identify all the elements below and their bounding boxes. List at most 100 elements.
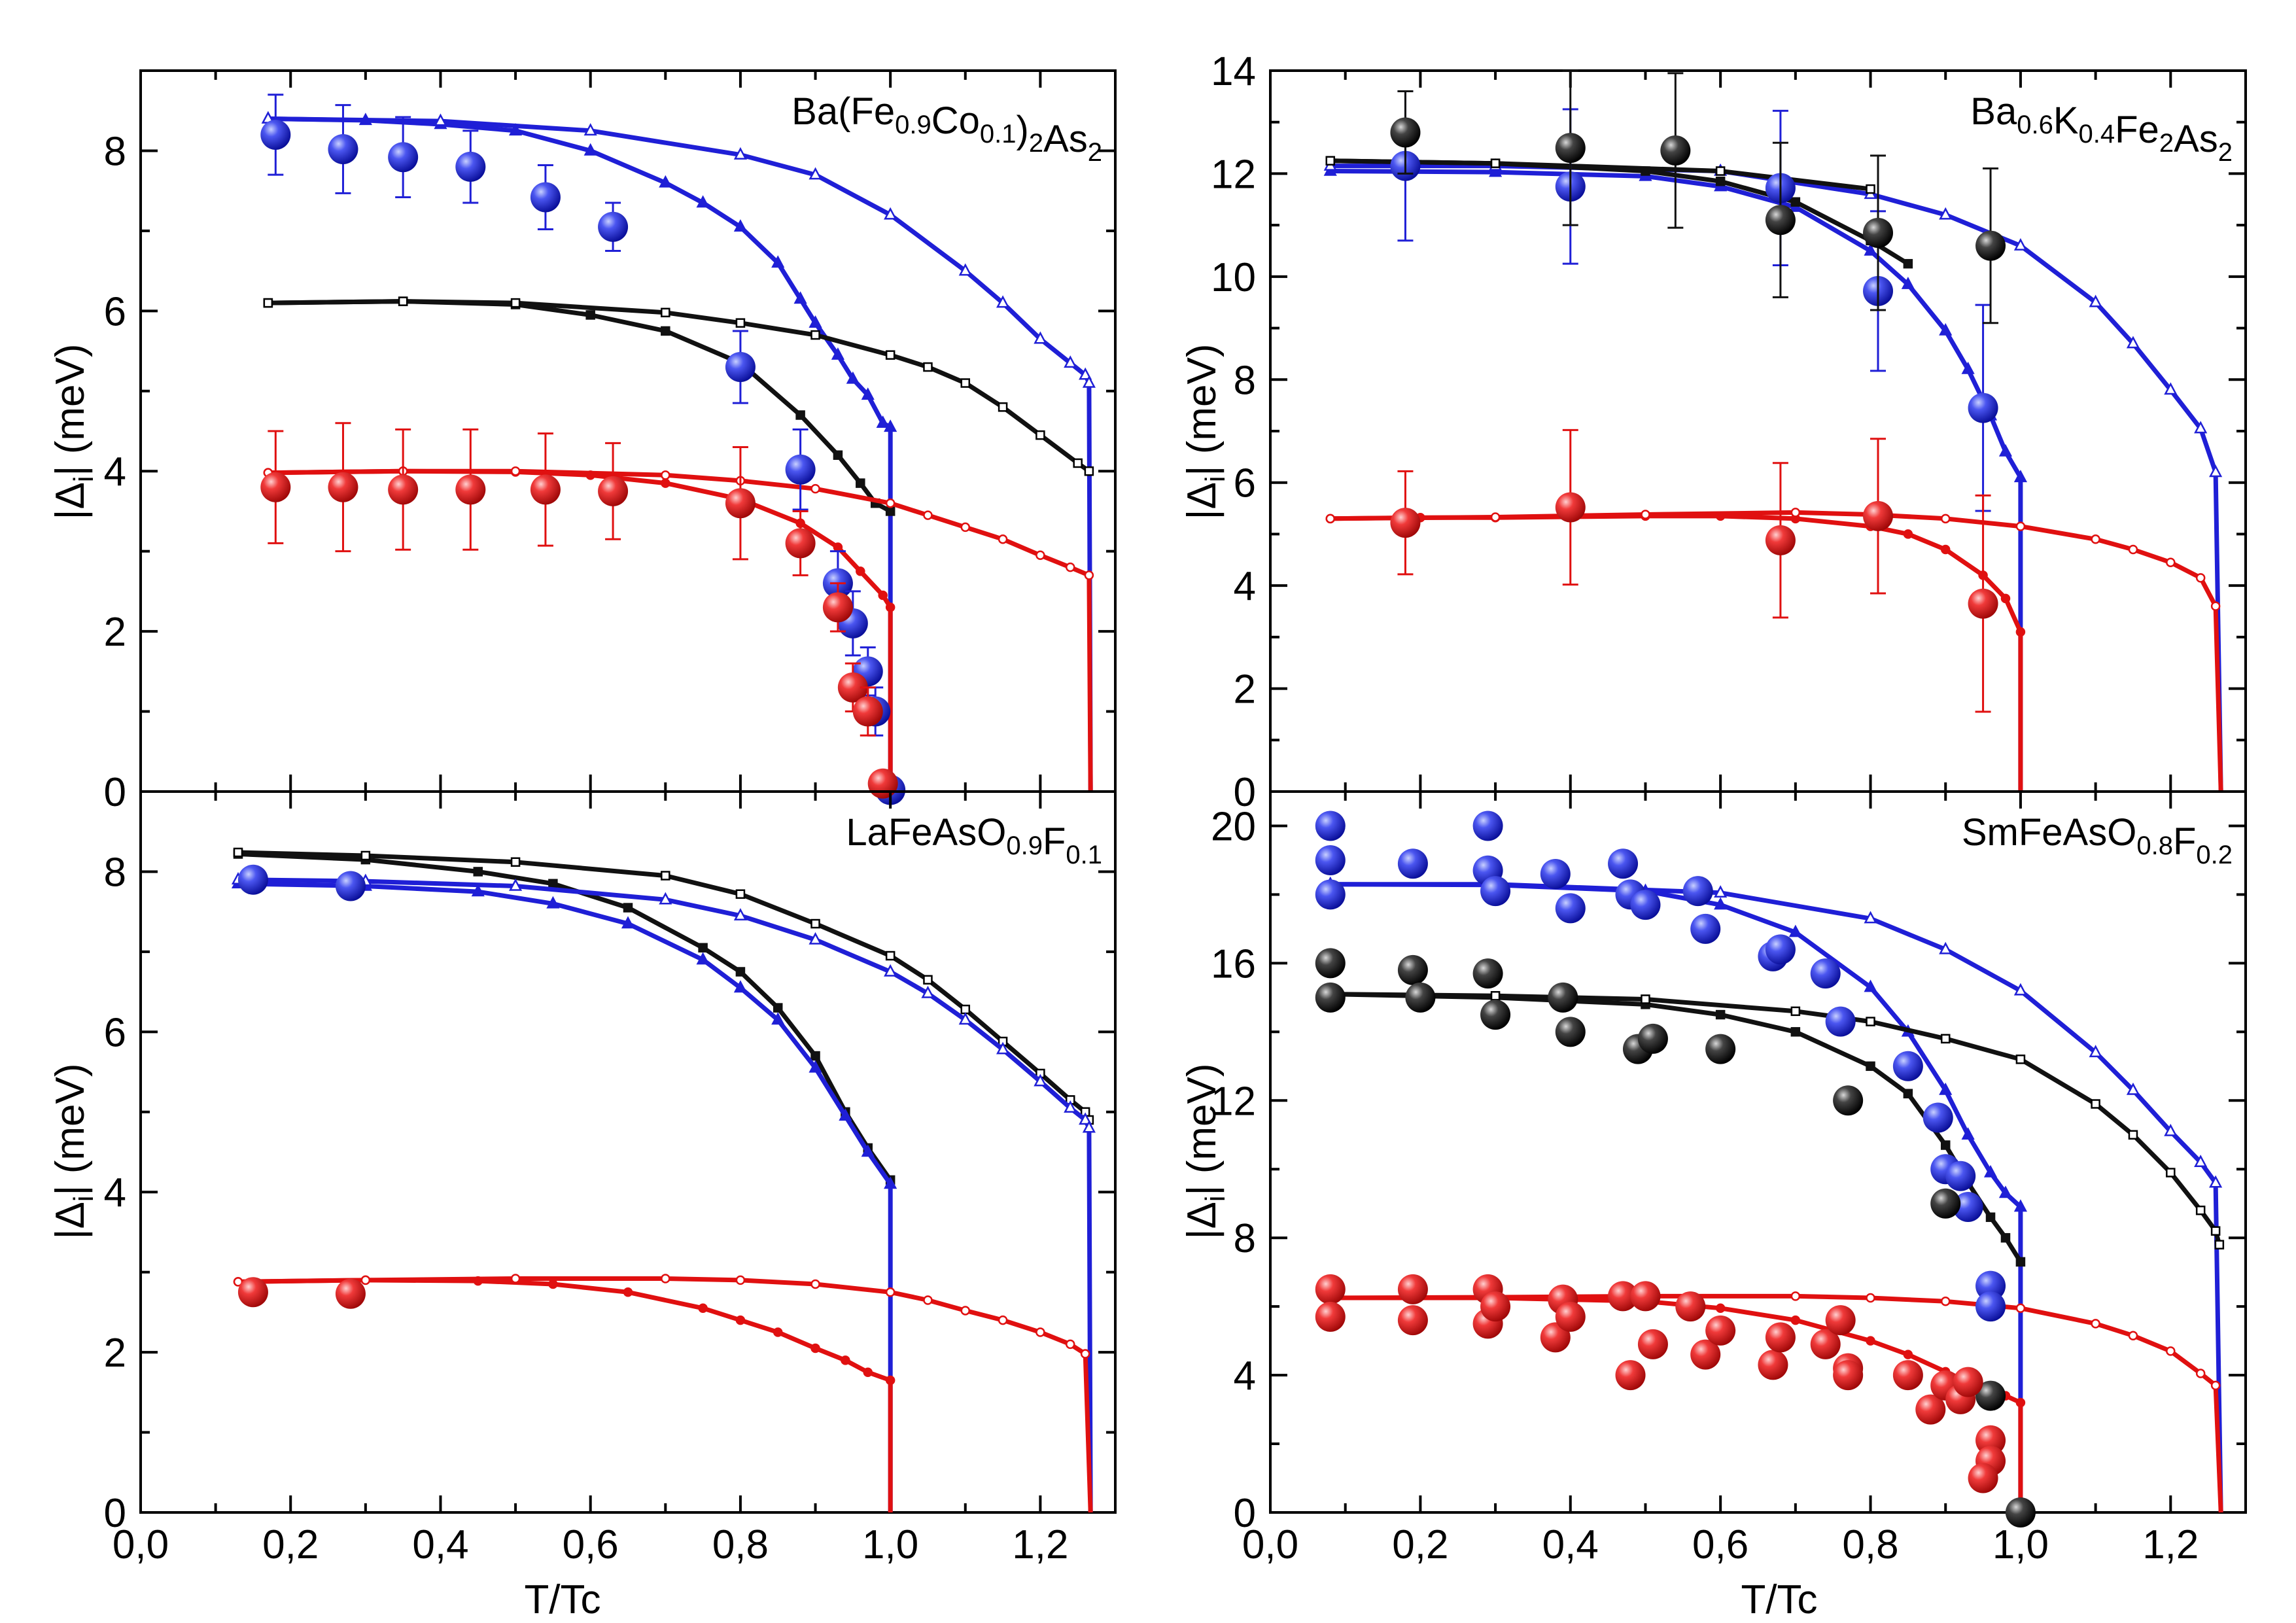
y-tick-label: 8 [1234, 1216, 1256, 1261]
data-point-blue [237, 864, 268, 895]
x-axis-title-left: T/Tc [524, 1577, 600, 1622]
curve-marker [2166, 1168, 2176, 1178]
x-tick-label: 0,0 [113, 1522, 169, 1567]
curve-marker [696, 952, 710, 965]
x-tick-label: 0,8 [712, 1522, 769, 1567]
curve-marker [1866, 1061, 1875, 1072]
data-point-black [1833, 1085, 1864, 1116]
curve-marker [1325, 156, 1336, 166]
curve-marker [771, 1012, 785, 1025]
y-tick-label: 4 [104, 449, 126, 495]
data-point-red [388, 474, 419, 505]
curve-marker [958, 1012, 972, 1025]
y-tick-label: 0 [1234, 770, 1256, 815]
y-tick-label: 8 [1234, 358, 1256, 403]
data-point-red [1758, 1350, 1788, 1380]
curve-marker [1084, 466, 1094, 476]
curve-marker [1065, 562, 1075, 572]
data-point-red [1833, 1360, 1864, 1391]
data-point-red [1968, 1463, 1998, 1493]
curve-black-2 [237, 850, 1092, 1121]
y-tick-label: 0 [104, 770, 126, 815]
panel-title-part: As [1043, 118, 1088, 160]
curve-marker [998, 534, 1008, 544]
data-point-blue [1315, 879, 1346, 910]
curve-marker [2210, 1380, 2221, 1391]
curve-marker [833, 450, 843, 460]
curve-marker [1073, 458, 1083, 468]
panel-title-part: 0.4 [2079, 120, 2115, 148]
curve-marker [1866, 1017, 1875, 1026]
y-tick-label: 2 [104, 1331, 126, 1376]
curve-marker [1901, 277, 1915, 289]
x-tick-label: 0,2 [1392, 1522, 1448, 1567]
curve-red-1 [237, 1278, 893, 1512]
data-point-red [1555, 1301, 1586, 1332]
data-point-blue [1690, 913, 1721, 944]
data-point-blue [335, 871, 366, 901]
curve-marker [1035, 1327, 1045, 1337]
curve-marker [2089, 1045, 2102, 1058]
curve-marker [884, 419, 897, 432]
data-point-red [1637, 1329, 1668, 1359]
curve-marker [2013, 470, 2028, 483]
curve-blue-2 [1330, 164, 2223, 792]
curve-marker [360, 850, 371, 861]
y-tick-label: 0 [1234, 1491, 1256, 1536]
curve-marker [810, 1051, 820, 1061]
panel-title-part: 2 [1029, 129, 1043, 158]
curve-marker [960, 378, 971, 388]
curve-marker [2164, 382, 2178, 395]
curve-marker [583, 143, 597, 156]
y-tick-label: 2 [1234, 667, 1256, 712]
curve-marker [733, 980, 748, 993]
curve-black-1 [237, 852, 893, 1181]
curve-marker [1490, 512, 1501, 522]
curve-marker [735, 967, 746, 977]
panel-title-part: 0.9 [1006, 831, 1043, 860]
y-tick-label: 8 [104, 850, 126, 895]
curve-marker [510, 298, 521, 308]
data-point-black [2005, 1497, 2036, 1527]
y-axis-titles: |Δi| (meV) |Δi| (meV) |Δi| (meV) |Δi| (meV) [48, 344, 1230, 1240]
curve-marker [960, 522, 971, 532]
curve-marker [1961, 1127, 1975, 1140]
data-point-black [1765, 205, 1796, 236]
panel-title-part: Ba(Fe [791, 90, 895, 133]
curve-marker [846, 371, 860, 384]
data-point-red [237, 1277, 268, 1308]
curve-marker [360, 1275, 371, 1285]
curve-marker [923, 975, 933, 985]
data-point-red [328, 472, 358, 502]
curve-red-2 [268, 468, 1093, 792]
curve-marker [233, 1277, 243, 1287]
curve-marker [839, 1108, 852, 1121]
curve-marker [2013, 237, 2028, 251]
curve-marker [1998, 1185, 2013, 1198]
data-point-blue [1397, 848, 1428, 879]
curve-marker [1866, 184, 1875, 194]
data-point-red [1397, 1305, 1428, 1336]
curve-marker [2128, 544, 2138, 555]
curve-marker [856, 567, 865, 576]
data-point-red [852, 696, 883, 727]
curve-marker [2000, 593, 2011, 604]
curve-marker [2209, 1175, 2223, 1188]
data-point-red [1540, 1322, 1571, 1353]
curve-blue-1 [1330, 169, 2023, 792]
data-point-red [1915, 1394, 1946, 1425]
curve-marker [2091, 1099, 2100, 1109]
curve-marker [1940, 1297, 1951, 1306]
curve-marker [856, 478, 865, 488]
data-point-blue [1472, 811, 1503, 841]
curve-marker [809, 1060, 822, 1073]
data-point-black [1315, 982, 1346, 1013]
panel-title-part: 0.1 [980, 120, 1017, 148]
panel-title-part: 0.8 [2136, 831, 2173, 860]
curve-marker [1866, 1336, 1875, 1346]
data-point-blue [1315, 845, 1346, 875]
curve-marker [1080, 1349, 1090, 1359]
curve-marker [1034, 1073, 1047, 1087]
curve-marker [1715, 1009, 1726, 1020]
curve-marker [1641, 994, 1650, 1004]
